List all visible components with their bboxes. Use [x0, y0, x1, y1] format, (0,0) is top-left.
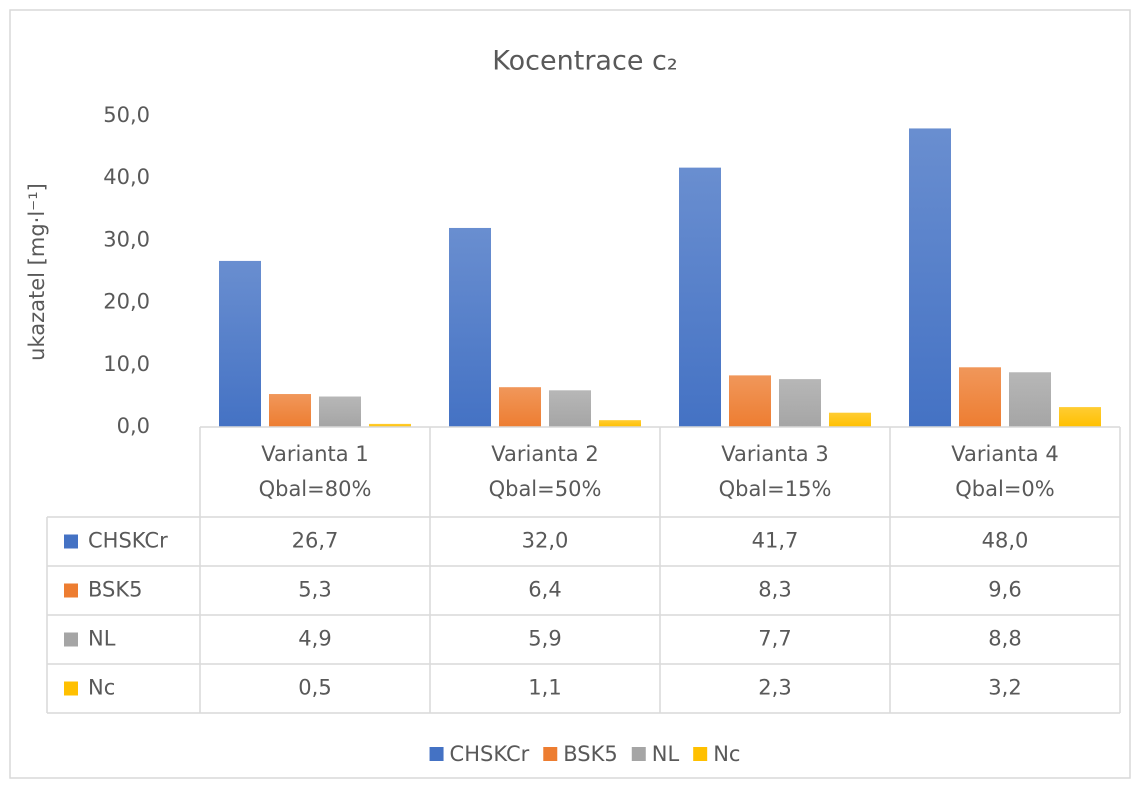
legend-key	[429, 747, 444, 761]
x-tick-label: Varianta 3	[721, 442, 828, 466]
data-label: 48,0	[982, 529, 1029, 553]
y-tick-label: 0,0	[117, 414, 150, 438]
legend-label: CHSKCr	[450, 742, 530, 766]
data-label: 3,2	[988, 676, 1021, 700]
data-label: 8,8	[988, 627, 1021, 651]
x-tick-label: Varianta 2	[491, 442, 598, 466]
legend-label: Nc	[713, 742, 740, 766]
bar	[959, 367, 1001, 427]
data-label: 26,7	[292, 529, 339, 553]
y-tick-label: 30,0	[103, 227, 150, 251]
data-label: 2,3	[758, 676, 791, 700]
table-row-label: CHSKCr	[88, 529, 168, 553]
data-label: 5,3	[298, 578, 331, 602]
table-legend-key	[64, 681, 78, 696]
table-row-label: Nc	[88, 676, 115, 700]
data-label: 6,4	[528, 578, 561, 602]
bar	[599, 420, 641, 427]
bar	[319, 396, 361, 427]
bar	[549, 390, 591, 427]
table-legend-key	[64, 583, 78, 598]
x-tick-label: Varianta 1	[261, 442, 368, 466]
bar	[1059, 407, 1101, 427]
legend-label: BSK5	[563, 742, 618, 766]
bar	[449, 227, 491, 427]
table-row-label: NL	[88, 627, 116, 651]
legend-key	[631, 747, 646, 761]
data-label: 8,3	[758, 578, 791, 602]
legend-label: NL	[652, 742, 680, 766]
bar	[779, 379, 821, 427]
table-row-label: BSK5	[88, 578, 143, 602]
x-tick-label: Qbal=50%	[489, 477, 602, 501]
y-tick-label: 40,0	[103, 165, 150, 189]
data-label: 0,5	[298, 676, 331, 700]
table-legend-key	[64, 534, 78, 549]
bar	[499, 387, 541, 427]
y-tick-label: 20,0	[103, 290, 150, 314]
data-label: 5,9	[528, 627, 561, 651]
bar	[679, 167, 721, 427]
bar	[829, 412, 871, 427]
data-label: 7,7	[758, 627, 791, 651]
data-label: 1,1	[528, 676, 561, 700]
bar	[909, 128, 951, 427]
data-label: 4,9	[298, 627, 331, 651]
table-legend-key	[64, 632, 78, 647]
chart-title: Kocentrace c₂	[492, 46, 677, 77]
x-tick-label: Varianta 4	[951, 442, 1058, 466]
x-tick-label: Qbal=15%	[719, 477, 832, 501]
x-tick-label: Qbal=0%	[955, 477, 1054, 501]
bar	[219, 260, 261, 427]
y-tick-label: 50,0	[103, 103, 150, 127]
y-axis-label: ukazatel [mg·l⁻¹]	[25, 183, 49, 361]
legend-key	[543, 747, 558, 761]
bar	[1009, 372, 1051, 427]
x-tick-label: Qbal=80%	[259, 477, 372, 501]
data-label: 9,6	[988, 578, 1021, 602]
bar	[729, 375, 771, 427]
y-tick-label: 10,0	[103, 352, 150, 376]
legend-key	[693, 747, 708, 761]
legend: CHSKCr BSK5 NL Nc	[429, 742, 740, 766]
data-label: 41,7	[752, 529, 799, 553]
bar	[369, 423, 411, 427]
bar	[269, 394, 311, 427]
data-label: 32,0	[522, 529, 569, 553]
